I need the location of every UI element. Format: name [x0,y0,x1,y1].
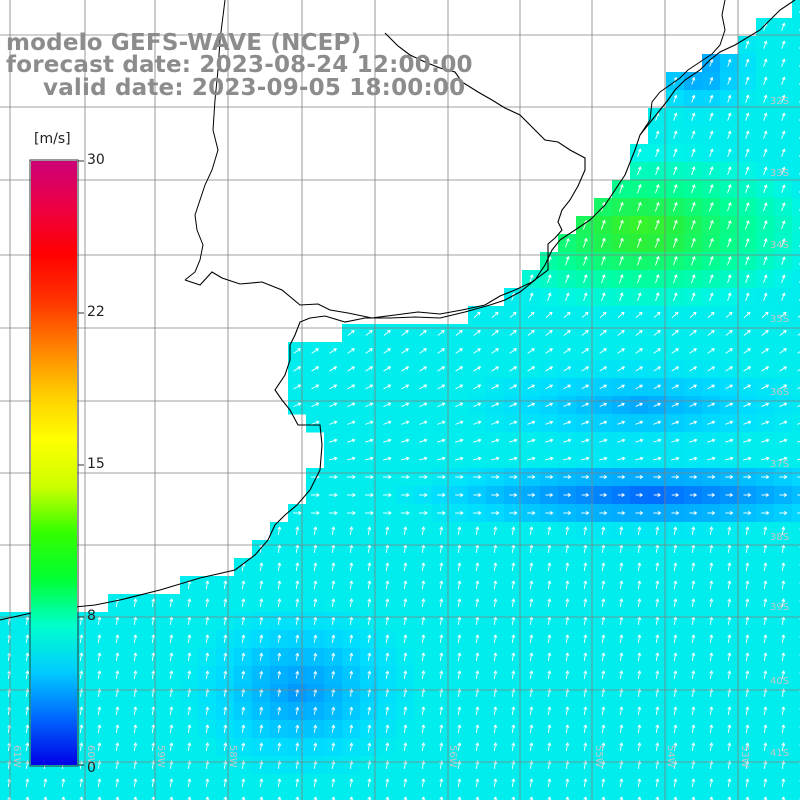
wind-cell [792,18,800,37]
wind-cell [792,126,800,145]
wind-cell [792,378,800,397]
wind-cell [792,306,800,325]
wind-cell [792,108,800,127]
wind-cell [792,324,800,343]
wind-cell [792,522,800,541]
colorbar-tick-label: 0 [87,761,96,775]
colorbar-unit-label: [m/s] [34,131,71,147]
colorbar-tick-label: 30 [87,153,105,167]
latitude-label: 38S [770,532,789,543]
wind-cell [792,774,800,793]
wind-cell [792,216,800,235]
wind-cell [792,288,800,307]
longitude-label: 58W [227,745,238,768]
wind-cell [792,54,800,73]
wind-cell [792,720,800,739]
wind-cell [792,630,800,649]
wind-cell [792,90,800,109]
wind-cell [792,198,800,217]
wind-cell [792,396,800,415]
wind-cell [792,342,800,361]
longitude-label: 59W [155,745,166,768]
wind-cell [792,144,800,163]
wind-cell [792,666,800,685]
latitude-label: 37S [770,459,789,470]
wind-cell [792,558,800,577]
colorbar-gradient [31,161,77,765]
wind-cell [792,702,800,721]
forecast-date: forecast date: 2023-08-24 12:00:00 [6,54,473,77]
wind-cell [792,72,800,91]
longitude-label: 61W [11,745,22,768]
wind-cell [792,648,800,667]
wind-cell [792,414,800,433]
wind-cell [792,738,800,757]
latitude-label: 35S [770,314,789,325]
wind-cell [792,270,800,289]
colorbar-tick-label: 15 [87,457,105,471]
wind-cell [792,684,800,703]
longitude-label: 56W [447,745,458,768]
latitude-label: 33S [770,168,789,179]
wind-cell [792,162,800,181]
latitude-label: 34S [770,240,789,251]
latitude-label: 39S [770,602,789,613]
valid-date: valid date: 2023-09-05 18:00:00 [43,77,465,100]
wind-cell [792,612,800,631]
wind-cell [792,594,800,613]
wind-cell [792,540,800,559]
longitude-label: 55W [593,745,604,768]
colorbar-tick-label: 22 [87,305,105,319]
longitude-label: 54W [665,745,676,768]
wind-cell [792,360,800,379]
wind-cell [792,576,800,595]
wind-cell [792,0,800,19]
wind-cell [792,234,800,253]
colorbar-tick-label: 8 [87,609,96,623]
wind-cell [792,36,800,55]
longitude-label: 53W [739,745,750,768]
latitude-label: 32S [770,96,789,107]
wind-cell [792,792,800,800]
wind-cell [792,180,800,199]
wind-cell [792,756,800,775]
latitude-label: 40S [770,676,789,687]
latitude-label: 41S [770,748,789,759]
latitude-label: 36S [770,387,789,398]
